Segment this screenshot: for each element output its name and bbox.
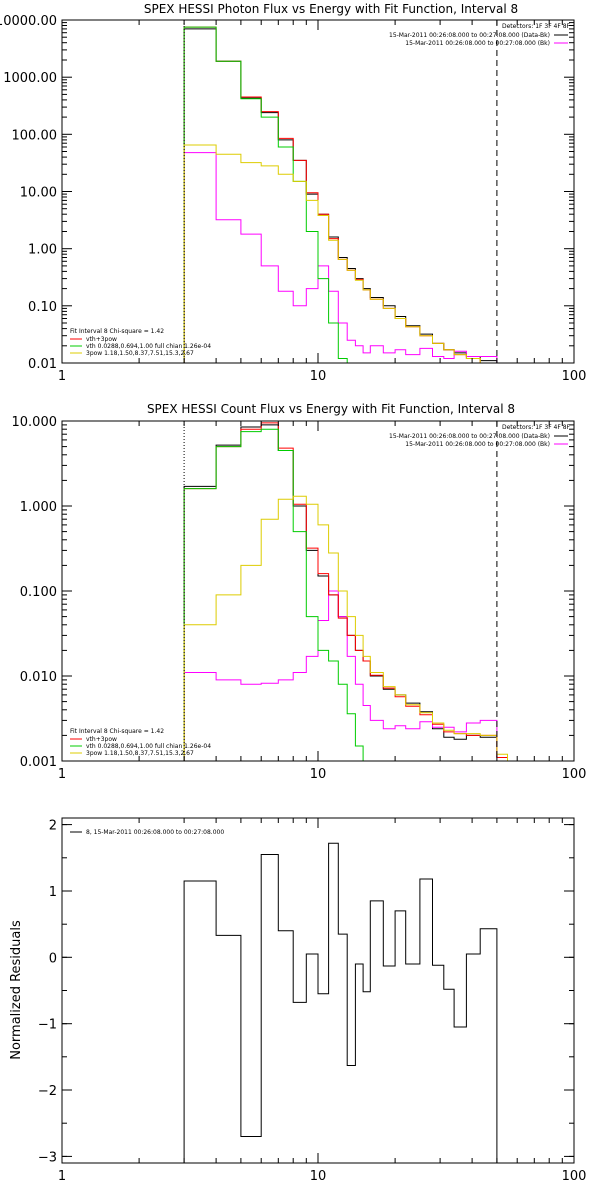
legend-entry-0-1: 15-Mar-2011 00:26:08.000 to 00:27:08.000… <box>405 40 550 47</box>
y-tick-label-0-6: 10000.00 <box>0 14 57 29</box>
x-tick-label-1-1: 10 <box>310 767 327 782</box>
y-tick-label-0-4: 100.00 <box>12 128 58 143</box>
y-tick-label-2-5: 2 <box>49 819 57 834</box>
y-tick-label-2-0: −3 <box>38 1150 57 1165</box>
y-tick-label-1-3: 1.000 <box>20 500 57 515</box>
legend-entry-left-0-2: 3pow 1.18,1.50,8.37,7.51,15.3,2.67 <box>86 350 194 357</box>
y-tick-label-2-4: 1 <box>49 885 57 900</box>
series-line-0-2 <box>183 26 497 363</box>
x-tick-label-2-0: 1 <box>58 1169 66 1184</box>
residuals-ylabel: Normalized Residuals <box>9 920 24 1060</box>
series-line-1-0 <box>183 424 521 761</box>
y-tick-label-0-3: 10.00 <box>20 186 57 201</box>
photon-flux-legend-right: 15-Mar-2011 00:26:08.000 to 00:27:08.000… <box>389 32 568 47</box>
series-line-2-0 <box>183 842 498 1163</box>
y-tick-label-0-1: 0.10 <box>28 300 57 315</box>
y-tick-label-0-5: 1000.00 <box>3 71 57 86</box>
x-tick-label-2-2: 100 <box>562 1169 587 1184</box>
photon-flux-panel: SPEX HESSI Photon Flux vs Energy with Fi… <box>0 2 586 384</box>
y-tick-label-1-2: 0.100 <box>20 585 57 600</box>
count-flux-fit-header: Fit Interval 8 Chi-square = 1.42 <box>70 728 164 735</box>
x-tick-label-0-1: 10 <box>310 369 327 384</box>
y-tick-label-1-1: 0.010 <box>20 670 57 685</box>
legend-entry-left-1-0: vth+3pow <box>86 736 117 743</box>
legend-entry-left-1-2: 3pow 1.18,1.50,8.37,7.51,15.3,2.67 <box>86 750 194 757</box>
legend-entry-0-0: 15-Mar-2011 00:26:08.000 to 00:27:08.000… <box>389 32 550 39</box>
photon-flux-title: SPEX HESSI Photon Flux vs Energy with Fi… <box>144 2 518 16</box>
series-line-0-4 <box>183 144 497 363</box>
x-tick-label-1-2: 100 <box>562 767 587 782</box>
residuals-legend: 8, 15-Mar-2011 00:26:08.000 to 00:27:08.… <box>70 829 224 836</box>
x-tick-label-0-0: 1 <box>58 369 66 384</box>
y-tick-label-1-0: 0.001 <box>20 755 57 770</box>
count-flux-detectors: Detectors: 1F 3F 4F 8F <box>502 424 571 431</box>
photon-flux-fit-header: Fit Interval 8 Chi-square = 1.42 <box>70 328 164 335</box>
y-tick-label-2-1: −2 <box>38 1084 57 1099</box>
photon-flux-ticks: 1 10 100 0.01 0.10 1.00 10.00 100.00 1000.00 1000… <box>0 14 586 384</box>
series-line-1-3 <box>183 428 521 761</box>
x-tick-label-1-0: 1 <box>58 767 66 782</box>
series-line-0-1 <box>183 152 498 363</box>
count-flux-series <box>183 422 521 761</box>
series-line-1-4 <box>183 495 521 761</box>
x-tick-label-0-2: 100 <box>562 369 587 384</box>
photon-flux-detectors: Detectors: 1F 3F 4F 8F <box>502 23 571 30</box>
legend-entry-1-1: 15-Mar-2011 00:26:08.000 to 00:27:08.000… <box>405 441 550 448</box>
photon-flux-series <box>183 26 498 363</box>
y-tick-label-1-4: 10.000 <box>12 415 58 430</box>
legend-entry-1-0: 15-Mar-2011 00:26:08.000 to 00:27:08.000… <box>389 433 550 440</box>
photon-flux-vlines <box>183 20 498 363</box>
residuals-panel: 1 10 100 −3 −2 −1 0 1 2 Normalized Residuals 8, … <box>9 817 587 1184</box>
series-line-1-1 <box>183 590 521 761</box>
legend-entry-left-0-1: vth 0.0288,0.694,1.00 full chian 1.26e-0… <box>86 343 211 350</box>
count-flux-ticks: 1 10 100 0.001 0.010 0.100 1.000 10.000 <box>12 415 587 782</box>
count-flux-vlines <box>183 421 498 761</box>
series-line-0-3 <box>183 26 497 363</box>
series-line-1-2 <box>183 422 521 761</box>
y-tick-label-0-0: 0.01 <box>28 357 57 372</box>
y-tick-label-0-2: 1.00 <box>28 243 57 258</box>
count-flux-legend-right: 15-Mar-2011 00:26:08.000 to 00:27:08.000… <box>389 433 568 448</box>
count-flux-panel: SPEX HESSI Count Flux vs Energy with Fit… <box>12 402 587 782</box>
y-tick-label-2-3: 0 <box>49 951 57 966</box>
y-tick-label-2-2: −1 <box>38 1018 57 1033</box>
count-flux-title: SPEX HESSI Count Flux vs Energy with Fit… <box>147 402 515 416</box>
series-line-0-0 <box>183 28 498 363</box>
x-tick-label-2-1: 10 <box>310 1169 327 1184</box>
legend-entry-left-2-0: 8, 15-Mar-2011 00:26:08.000 to 00:27:08.… <box>86 829 224 836</box>
residuals-series <box>183 842 498 1163</box>
residuals-ticks: 1 10 100 −3 −2 −1 0 1 2 <box>38 818 587 1184</box>
legend-entry-left-0-0: vth+3pow <box>86 336 117 343</box>
legend-entry-left-1-1: vth 0.0288,0.694,1.00 full chian 1.26e-0… <box>86 743 211 750</box>
